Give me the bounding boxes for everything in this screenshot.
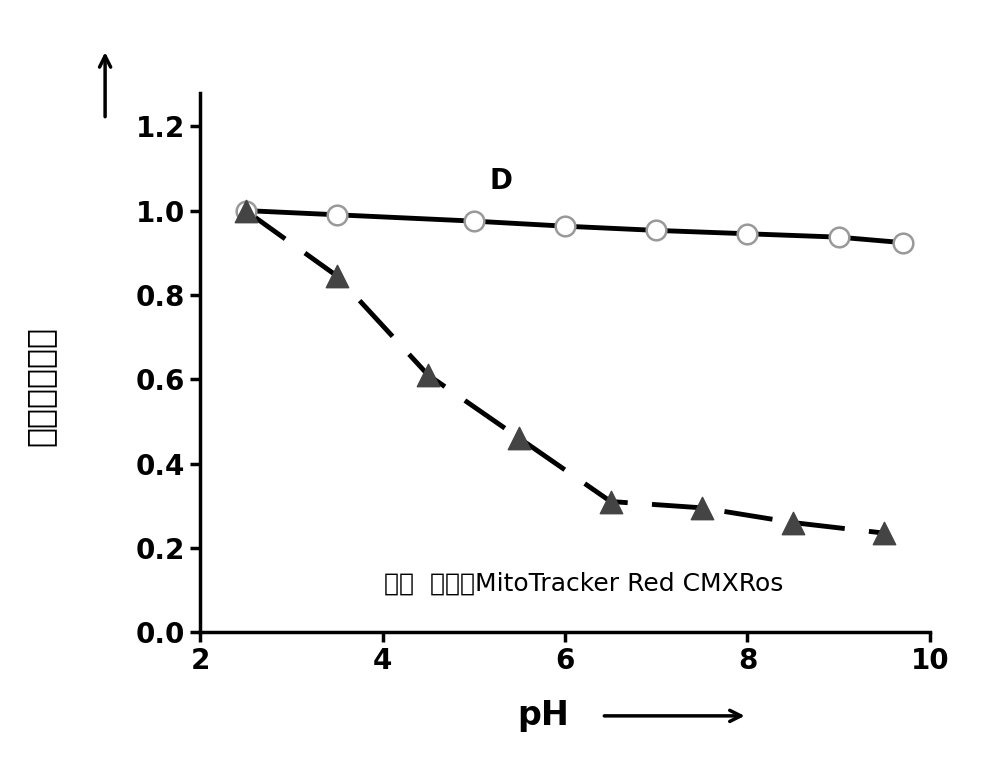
- Point: [420, 369, 436, 381]
- Point: [329, 209, 345, 221]
- Point: [603, 495, 619, 507]
- Point: [876, 527, 892, 539]
- Point: [329, 270, 345, 282]
- Text: 商品  化染料MitoTracker Red CMXRos: 商品 化染料MitoTracker Red CMXRos: [384, 572, 783, 596]
- Point: [648, 224, 664, 237]
- Point: [557, 220, 573, 232]
- Point: [466, 215, 482, 227]
- Point: [785, 517, 801, 529]
- Point: [831, 231, 847, 244]
- Point: [694, 502, 710, 514]
- Point: [739, 227, 756, 240]
- Point: [238, 204, 254, 217]
- Point: [238, 204, 254, 217]
- Text: pH: pH: [517, 699, 569, 732]
- Point: [511, 432, 527, 444]
- Text: D: D: [490, 167, 513, 195]
- Point: [895, 237, 911, 249]
- Text: 相对荧光强度: 相对荧光强度: [23, 325, 56, 446]
